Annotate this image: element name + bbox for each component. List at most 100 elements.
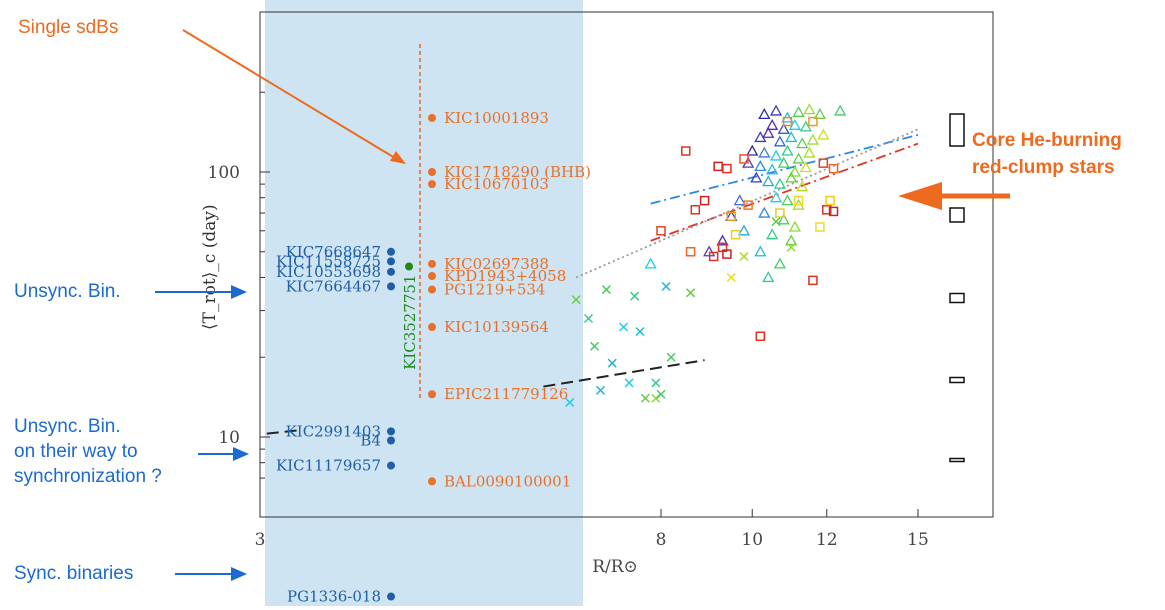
triangle-point	[773, 257, 786, 269]
red-clump-points	[565, 103, 847, 407]
cross-stroke	[739, 251, 749, 262]
size-legend-box	[949, 113, 965, 147]
triangle-point	[754, 245, 767, 257]
x-tick-label: 8	[656, 530, 667, 550]
triangle-point	[762, 175, 775, 187]
x-tick-label: 3	[255, 530, 266, 550]
square-point	[726, 211, 737, 222]
core-he-arrow	[898, 182, 1010, 210]
x-tick-label: 10	[741, 530, 763, 550]
triangle-point	[788, 118, 802, 130]
binary-point	[387, 427, 395, 436]
sdb-label: KIC10139564	[444, 318, 549, 336]
triangle-point	[737, 224, 751, 236]
triangle-point	[799, 120, 812, 132]
triangle-point	[813, 108, 827, 120]
fit-line	[650, 134, 919, 205]
sdb-point	[428, 390, 436, 399]
single-sdbs-label: Single sdBs	[18, 17, 118, 38]
cross-point	[635, 327, 645, 337]
cross-stroke	[656, 389, 666, 399]
binary-label: KIC11179657	[276, 457, 381, 475]
cross-stroke	[565, 397, 575, 407]
binary-points: KIC7668647KIC11558725KIC10553698KIC76644…	[276, 243, 395, 606]
triangle-point	[803, 103, 816, 115]
triangle-point	[769, 149, 783, 161]
cross-stroke	[607, 358, 617, 368]
fit-line	[266, 429, 300, 435]
cross-point	[595, 385, 606, 395]
square-point	[782, 116, 793, 127]
triangle-point	[806, 133, 820, 145]
unsync-way-arrow	[198, 447, 249, 461]
square-point	[690, 205, 701, 215]
cross-stroke	[635, 327, 645, 337]
x-tick-label: 12	[816, 530, 838, 550]
fit-lines	[266, 128, 919, 435]
sdb-point	[428, 168, 436, 176]
green-star-point: KIC3527751	[401, 262, 419, 370]
axis-ticks: 3 8 10 12 15 R/R⊙ 10 100	[208, 91, 929, 577]
sync-binaries-arrow	[175, 567, 247, 581]
unsync-way-label-line2: on their way to	[14, 441, 138, 462]
square-point	[681, 146, 691, 156]
square-point	[808, 116, 818, 127]
size-legend-box	[949, 376, 965, 384]
square-point	[713, 161, 723, 172]
cross-point	[771, 217, 781, 227]
binary-label: B4	[360, 432, 381, 450]
triangle-point	[644, 257, 657, 269]
triangle-point	[785, 131, 798, 143]
cross-point	[590, 341, 600, 351]
triangle-point	[750, 171, 763, 183]
cross-point	[651, 393, 661, 403]
cross-stroke	[630, 291, 640, 301]
size-legend-box	[949, 457, 965, 463]
y-tick-label: 100	[208, 163, 240, 183]
triangle-point	[716, 234, 729, 246]
size-legend	[949, 113, 965, 463]
cross-stroke	[726, 272, 736, 282]
square-point	[739, 154, 749, 164]
triangle-point	[796, 137, 809, 149]
triangle-point	[754, 160, 767, 172]
triangle-point	[777, 156, 790, 168]
triangle-point	[781, 194, 794, 206]
sync-binaries-label: Sync. binaries	[14, 563, 133, 584]
core-he-label-line1: Core He-burning	[972, 130, 1122, 151]
triangle-point	[799, 161, 812, 173]
square-point	[825, 195, 835, 206]
square-point	[775, 208, 785, 218]
sdb-point	[428, 113, 436, 122]
triangle-point	[777, 122, 790, 134]
cross-point	[640, 393, 650, 403]
cross-stroke	[666, 352, 676, 362]
cross-point	[624, 378, 634, 388]
triangle-point	[803, 146, 816, 158]
cross-point	[565, 397, 575, 407]
cross-stroke	[651, 378, 661, 388]
cross-stroke	[686, 288, 696, 298]
cross-point	[571, 295, 581, 305]
cross-stroke	[619, 322, 629, 332]
triangle-point	[781, 144, 794, 156]
triangle-point	[758, 146, 771, 158]
binary-point	[387, 247, 395, 256]
single-sdbs-arrow	[182, 29, 406, 164]
cross-point	[666, 352, 676, 362]
cross-stroke	[771, 217, 781, 227]
binary-point	[387, 592, 395, 601]
sdb-label: KIC10670103	[444, 175, 549, 193]
unsync-way-label-line3: synchronization ?	[14, 466, 162, 487]
binary-point	[387, 267, 395, 276]
cross-point	[786, 242, 796, 252]
square-point	[818, 158, 829, 168]
square-point	[685, 247, 696, 257]
binary-point	[387, 461, 395, 470]
square-point	[815, 222, 825, 232]
triangle-point	[777, 213, 790, 225]
size-legend-box	[949, 292, 965, 304]
fit-line	[650, 142, 919, 242]
triangle-point	[758, 108, 771, 120]
